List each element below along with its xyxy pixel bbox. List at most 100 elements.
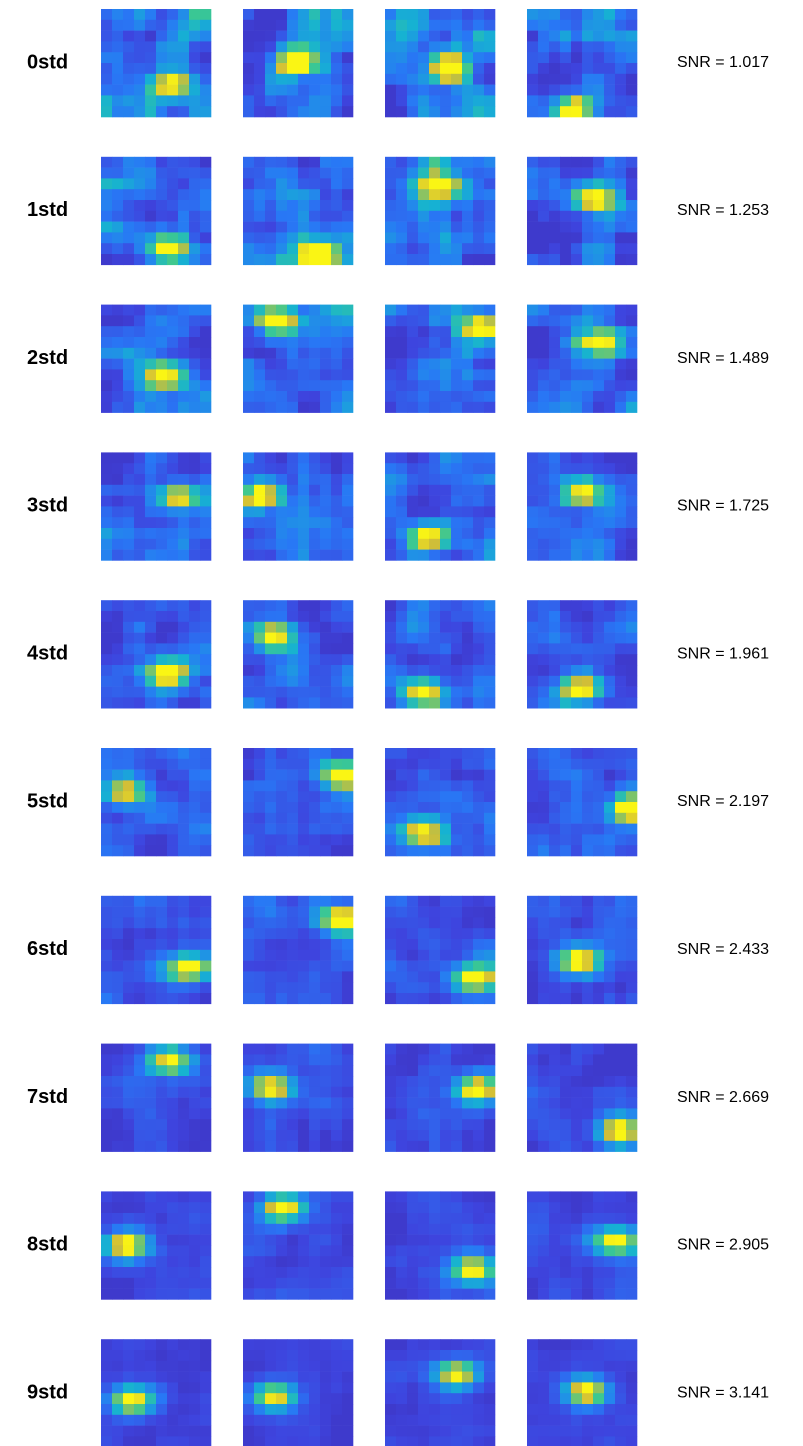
heatmap-cell xyxy=(473,1425,485,1437)
heatmap-cell xyxy=(145,1234,157,1246)
heatmap-cell xyxy=(451,1140,463,1152)
heatmap-cell xyxy=(134,1119,146,1131)
heatmap-cell xyxy=(167,95,179,107)
heatmap-cell xyxy=(396,1339,408,1351)
heatmap-cell xyxy=(396,495,408,507)
heatmap-cell xyxy=(101,665,113,677)
heatmap-cell xyxy=(254,156,266,168)
heatmap-cell xyxy=(484,221,496,233)
heatmap-cell xyxy=(167,156,179,168)
heatmap-cell xyxy=(200,600,212,612)
heatmap-cell xyxy=(451,1054,463,1066)
heatmap-cell xyxy=(538,506,550,518)
heatmap-cell xyxy=(560,358,572,370)
heatmap-cell xyxy=(276,1097,288,1109)
heatmap-cell xyxy=(112,1108,124,1120)
heatmap-cell xyxy=(342,654,354,666)
heatmap-cell xyxy=(626,939,638,951)
heatmap-cell xyxy=(145,304,157,316)
heatmap-cell xyxy=(342,780,354,792)
heatmap-cell xyxy=(298,1339,310,1351)
heatmap-cell xyxy=(200,1213,212,1225)
heatmap-cell xyxy=(385,834,397,846)
heatmap-cell xyxy=(527,1191,539,1203)
heatmap-cell xyxy=(462,167,474,179)
heatmap-cell xyxy=(134,1223,146,1235)
heatmap-cell xyxy=(396,1065,408,1077)
heatmap-cell xyxy=(254,315,266,327)
heatmap-cell xyxy=(604,30,616,42)
heatmap-cell xyxy=(189,1277,201,1289)
heatmap-cell xyxy=(451,452,463,464)
heatmap-cell xyxy=(254,1108,266,1120)
heatmap-cell xyxy=(473,845,485,857)
heatmap-cell xyxy=(342,517,354,529)
heatmap-cell xyxy=(418,949,430,961)
heatmap-cell xyxy=(604,200,616,212)
heatmap-cell xyxy=(298,156,310,168)
heatmap-cell xyxy=(604,73,616,85)
heatmap-cell xyxy=(287,1382,299,1394)
heatmap-cell xyxy=(582,675,594,687)
heatmap-cell xyxy=(385,1223,397,1235)
heatmap-cell xyxy=(407,1436,419,1446)
heatmap-cell xyxy=(604,452,616,464)
heatmap-cell xyxy=(276,1425,288,1437)
heatmap-cell xyxy=(265,845,277,857)
heatmap-cell xyxy=(407,347,419,359)
heatmap-cell xyxy=(123,1267,135,1279)
heatmap-cell xyxy=(265,358,277,370)
heatmap-cell xyxy=(396,358,408,370)
heatmap-cell xyxy=(123,1339,135,1351)
heatmap-cell xyxy=(593,971,605,983)
heatmap-cell xyxy=(615,654,627,666)
heatmap-cell xyxy=(331,380,343,392)
heatmap-cell xyxy=(604,1288,616,1300)
heatmap-cell xyxy=(429,812,441,824)
heatmap-cell xyxy=(287,506,299,518)
heatmap-cell xyxy=(123,221,135,233)
heatmap-cell xyxy=(571,812,583,824)
heatmap-cell xyxy=(604,528,616,540)
heatmap-cell xyxy=(407,463,419,475)
row-label: 1std xyxy=(27,199,68,221)
heatmap-cell xyxy=(134,326,146,338)
heatmap-cell xyxy=(626,337,638,349)
heatmap-cell xyxy=(112,949,124,961)
heatmap-cell xyxy=(320,1043,332,1055)
heatmap-cell xyxy=(473,484,485,496)
heatmap-cell xyxy=(538,939,550,951)
heatmap-cell xyxy=(484,917,496,929)
heatmap-cell xyxy=(145,895,157,907)
heatmap-cell xyxy=(189,823,201,835)
heatmap-cell xyxy=(309,643,321,655)
heatmap-cell xyxy=(385,106,397,118)
heatmap-cell xyxy=(134,528,146,540)
heatmap-cell xyxy=(571,971,583,983)
heatmap-cell xyxy=(407,823,419,835)
heatmap-cell xyxy=(462,1425,474,1437)
heatmap-cell xyxy=(112,632,124,644)
heatmap-cell xyxy=(582,1267,594,1279)
heatmap-cell xyxy=(145,484,157,496)
heatmap-cell xyxy=(167,243,179,255)
heatmap-cell xyxy=(626,643,638,655)
heatmap-cell xyxy=(615,210,627,222)
heatmap-cell xyxy=(298,178,310,190)
heatmap-cell xyxy=(145,1360,157,1372)
heatmap-cell xyxy=(276,1119,288,1131)
heatmap-cell xyxy=(123,758,135,770)
heatmap-cell xyxy=(560,1414,572,1426)
heatmap-cell xyxy=(593,960,605,972)
heatmap-cell xyxy=(462,178,474,190)
heatmap-cell xyxy=(342,326,354,338)
heatmap-cell xyxy=(145,401,157,413)
heatmap-cell xyxy=(593,1267,605,1279)
heatmap-cell xyxy=(342,1065,354,1077)
heatmap-cell xyxy=(560,1371,572,1383)
heatmap-cell xyxy=(156,1404,168,1416)
heatmap-cell xyxy=(571,52,583,64)
heatmap-cell xyxy=(451,1339,463,1351)
heatmap xyxy=(527,304,638,413)
heatmap-cell xyxy=(593,791,605,803)
